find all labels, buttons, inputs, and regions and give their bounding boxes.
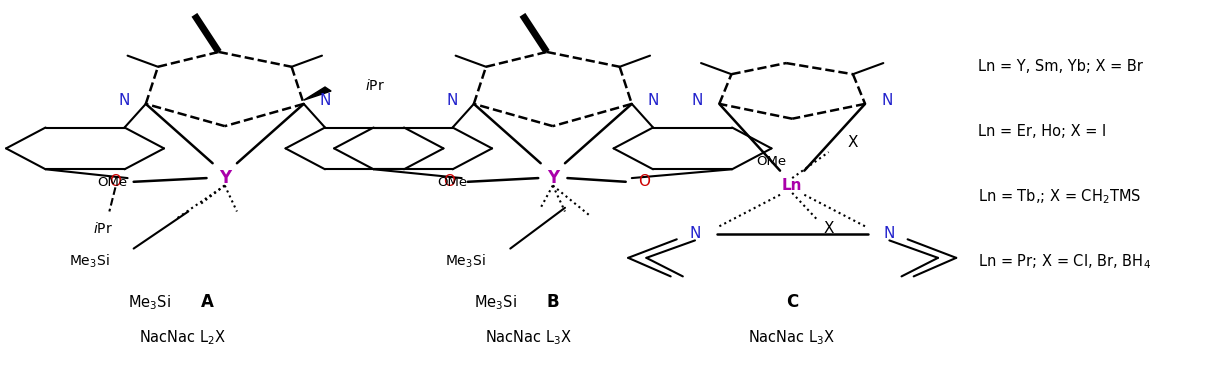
Text: N: N [689, 226, 701, 241]
Text: C: C [786, 293, 798, 311]
Text: N: N [118, 93, 130, 108]
Text: Y: Y [219, 169, 231, 187]
Text: Ln = Pr; X = Cl, Br, BH$_4$: Ln = Pr; X = Cl, Br, BH$_4$ [978, 252, 1151, 271]
Text: N: N [883, 226, 895, 241]
Text: X: X [848, 135, 858, 150]
Text: Me$_3$Si: Me$_3$Si [474, 293, 516, 312]
Text: NacNac L$_3$X: NacNac L$_3$X [485, 328, 572, 347]
Text: N: N [446, 93, 458, 108]
Text: N: N [320, 93, 332, 108]
Text: NacNac L$_3$X: NacNac L$_3$X [748, 328, 836, 347]
Text: Ln: Ln [782, 178, 802, 193]
Text: A: A [200, 293, 214, 311]
Text: Ln = Er, Ho; X = I: Ln = Er, Ho; X = I [978, 124, 1107, 139]
Text: O: O [443, 174, 456, 189]
Text: Ln = Y, Sm, Yb; X = Br: Ln = Y, Sm, Yb; X = Br [978, 59, 1143, 74]
Text: Ln = Tb,; X = CH$_2$TMS: Ln = Tb,; X = CH$_2$TMS [978, 187, 1141, 206]
Text: $i$Pr: $i$Pr [364, 78, 384, 93]
Polygon shape [304, 87, 330, 100]
Text: Me$_3$Si: Me$_3$Si [446, 253, 486, 270]
Text: N: N [691, 93, 703, 108]
Text: SiMe$_3$: SiMe$_3$ [162, 0, 203, 3]
Text: Y: Y [547, 169, 559, 187]
Text: $i$Pr: $i$Pr [94, 221, 113, 236]
Text: O: O [638, 174, 650, 189]
Text: N: N [648, 93, 660, 108]
Text: Me$_3$Si: Me$_3$Si [128, 293, 170, 312]
Text: SiMe$_3$: SiMe$_3$ [490, 0, 531, 3]
Text: N: N [881, 93, 893, 108]
Text: NacNac L$_2$X: NacNac L$_2$X [139, 328, 226, 347]
Text: OMe: OMe [97, 176, 128, 189]
Text: B: B [547, 293, 559, 311]
Text: X: X [824, 221, 833, 236]
Text: OMe: OMe [437, 176, 468, 189]
Text: O: O [109, 174, 122, 189]
Text: OMe: OMe [757, 155, 786, 168]
Text: Me$_3$Si: Me$_3$Si [69, 253, 109, 270]
